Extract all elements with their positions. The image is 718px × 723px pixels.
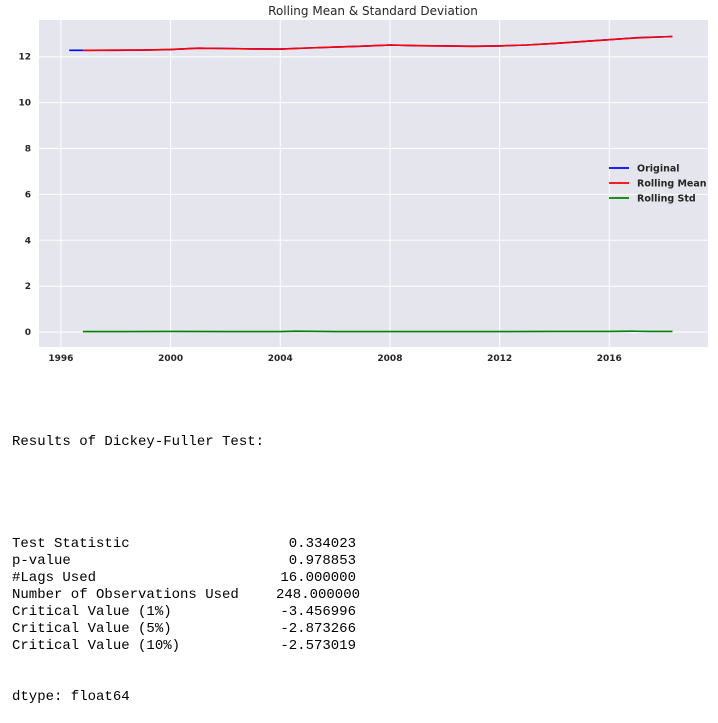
stat-value: 0.334023 <box>276 536 356 553</box>
stat-name: #Lags Used <box>12 570 276 587</box>
stat-row: Critical Value (5%)-2.873266 <box>12 621 356 638</box>
x-tick-label: 2008 <box>377 354 402 364</box>
legend-label-rolling-mean: Rolling Mean <box>637 179 707 190</box>
chart-title: Rolling Mean & Standard Deviation <box>268 4 478 18</box>
stat-value: -2.873266 <box>276 621 356 638</box>
x-tick-label: 2016 <box>597 354 622 364</box>
output-heading: Results of Dickey-Fuller Test: <box>12 434 356 451</box>
y-tick-label: 0 <box>25 328 31 338</box>
stat-value: -3.456996 <box>276 604 356 621</box>
dtype-line: dtype: float64 <box>12 689 356 706</box>
y-tick-label: 12 <box>18 53 31 63</box>
x-tick-label: 1996 <box>48 354 73 364</box>
plot-background <box>39 20 708 347</box>
y-tick-label: 4 <box>25 236 31 246</box>
x-tick-label: 2004 <box>268 354 293 364</box>
stat-name: Number of Observations Used <box>12 587 276 604</box>
stat-value: 16.000000 <box>276 570 356 587</box>
dickey-fuller-output: Results of Dickey-Fuller Test: Test Stat… <box>12 400 356 723</box>
rolling-stats-chart: 1996 2000 2004 2008 2012 2016 0 2 4 6 8 10 12 Rolli… <box>0 0 718 372</box>
x-tick-label: 2012 <box>487 354 512 364</box>
legend-label-original: Original <box>637 164 680 175</box>
stat-row: Critical Value (10%)-2.573019 <box>12 638 356 655</box>
stat-name: Critical Value (1%) <box>12 604 276 621</box>
x-tick-label: 2000 <box>158 354 183 364</box>
y-tick-labels: 0 2 4 6 8 10 12 <box>18 53 31 338</box>
y-tick-label: 6 <box>25 190 31 200</box>
y-tick-label: 8 <box>25 145 31 155</box>
stat-name: Critical Value (5%) <box>12 621 276 638</box>
blank-line <box>12 485 356 502</box>
stat-value: 0.978853 <box>276 553 356 570</box>
legend-label-rolling-std: Rolling Std <box>637 194 696 205</box>
stat-row: Critical Value (1%)-3.456996 <box>12 604 356 621</box>
stat-name: Critical Value (10%) <box>12 638 276 655</box>
stat-name: Test Statistic <box>12 536 276 553</box>
stat-value: 248.000000 <box>276 587 356 604</box>
x-tick-labels: 1996 2000 2004 2008 2012 2016 <box>48 354 621 364</box>
y-tick-label: 10 <box>18 99 31 109</box>
stat-value: -2.573019 <box>276 638 356 655</box>
stat-name: p-value <box>12 553 276 570</box>
y-tick-label: 2 <box>25 282 31 292</box>
